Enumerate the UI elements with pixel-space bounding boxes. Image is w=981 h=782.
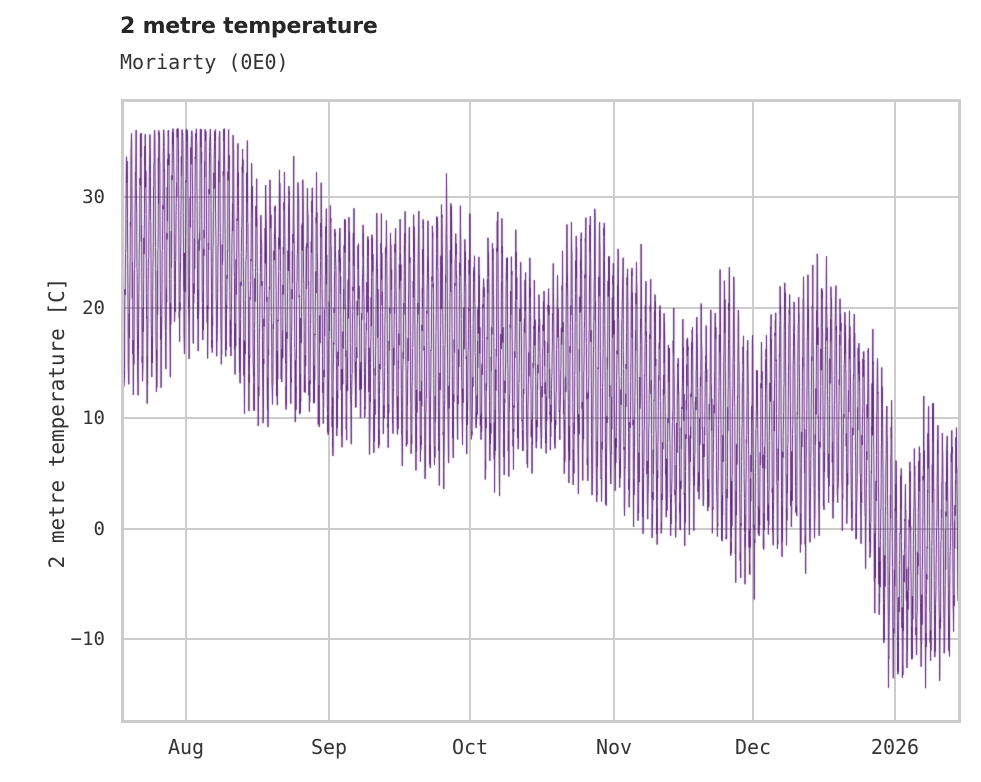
- x-tick-label: 2026: [870, 735, 920, 759]
- x-tick-label: Nov: [595, 735, 633, 759]
- y-tick-label: −10: [70, 628, 105, 651]
- y-tick-label: 20: [82, 296, 105, 319]
- y-tick-label: 10: [82, 407, 105, 430]
- chart-subtitle: Moriarty (0E0): [120, 50, 289, 74]
- temperature-series: [124, 102, 958, 720]
- plot-area: [121, 99, 961, 723]
- x-tick-label: Sep: [310, 735, 348, 759]
- plot-inner: [124, 102, 958, 720]
- y-tick-label: 30: [82, 186, 105, 209]
- x-tick-label: Dec: [734, 735, 772, 759]
- y-tick-label: 0: [93, 517, 105, 540]
- page-title: 2 metre temperature: [120, 14, 378, 39]
- x-tick-label: Aug: [167, 735, 205, 759]
- x-tick-label: Oct: [451, 735, 489, 759]
